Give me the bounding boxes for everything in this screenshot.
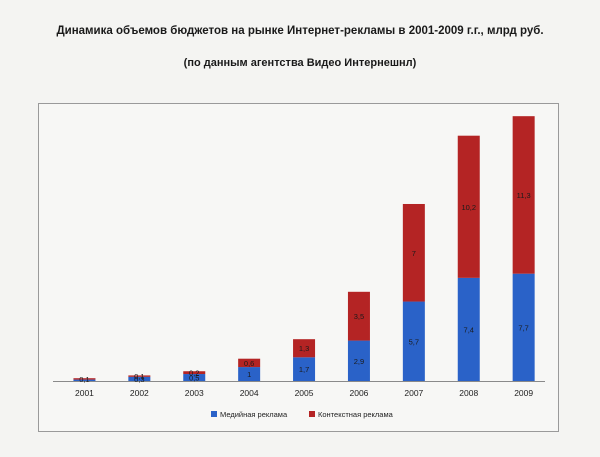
label-media-2007: 5,7 bbox=[409, 337, 419, 346]
label-media-2002: 0,3 bbox=[134, 375, 144, 384]
bar-media-2007 bbox=[402, 301, 425, 381]
x-tick-2007: 2007 bbox=[404, 388, 423, 398]
bar-context-2005 bbox=[293, 339, 316, 358]
label-context-2004: 0,6 bbox=[244, 359, 254, 368]
chart-title: Динамика объемов бюджетов на рынке Интер… bbox=[56, 25, 544, 37]
x-tick-2008: 2008 bbox=[459, 388, 478, 398]
bar-context-2003 bbox=[183, 371, 206, 375]
label-context-2002: 0,1 bbox=[134, 372, 144, 381]
legend-swatch-media bbox=[211, 411, 217, 417]
label-context-2003: 0,2 bbox=[189, 369, 199, 378]
label-context-2001: 0,1 bbox=[79, 375, 89, 384]
bar-context-2007 bbox=[402, 203, 425, 302]
label-media-2004: 1 bbox=[247, 370, 251, 379]
label-media-2008: 7,4 bbox=[464, 325, 474, 334]
x-tick-2002: 2002 bbox=[130, 388, 149, 398]
chart-area: 0,1 2001 0,3 0,1 2002 0,5 0,2 2003 1 0,6 2004 1,7 1,… bbox=[38, 103, 559, 432]
label-media-2006: 2,9 bbox=[354, 357, 364, 366]
bar-context-2001 bbox=[73, 378, 96, 380]
bar-context-2006 bbox=[347, 291, 370, 341]
label-context-2005: 1,3 bbox=[299, 344, 309, 353]
bar-context-2004 bbox=[238, 358, 261, 368]
bar-media-2001 bbox=[73, 379, 96, 381]
label-context-2008: 10,2 bbox=[461, 203, 476, 212]
legend-label-media: Медийная реклама bbox=[220, 410, 288, 419]
label-media-2009: 7,7 bbox=[518, 323, 528, 332]
bar-media-2008 bbox=[457, 277, 480, 381]
x-tick-2004: 2004 bbox=[240, 388, 259, 398]
chart-subtitle: (по данным агентства Видео Интернешнл) bbox=[183, 57, 417, 69]
label-context-2009: 11,3 bbox=[517, 191, 531, 200]
x-tick-2006: 2006 bbox=[349, 388, 368, 398]
bar-context-2009 bbox=[512, 116, 535, 274]
x-tick-2003: 2003 bbox=[185, 388, 204, 398]
stacked-bar-chart: 0,120010,30,120020,50,2200310,620041,71,… bbox=[53, 116, 545, 419]
bar-media-2002 bbox=[128, 376, 151, 381]
bar-media-2009 bbox=[512, 273, 535, 381]
bar-media-2006 bbox=[347, 340, 370, 381]
label-context-2006: 3,5 bbox=[354, 312, 364, 321]
bar-media-2005 bbox=[293, 357, 316, 381]
x-tick-2001: 2001 bbox=[75, 388, 94, 398]
legend-label-context: Контекстная реклама bbox=[318, 410, 394, 419]
bar-media-2004 bbox=[238, 367, 261, 381]
bar-context-2008 bbox=[457, 135, 480, 278]
x-tick-2009: 2009 bbox=[514, 388, 533, 398]
x-tick-2005: 2005 bbox=[295, 388, 314, 398]
legend-swatch-context bbox=[309, 411, 315, 417]
bar-context-2002 bbox=[128, 375, 151, 377]
label-media-2003: 0,5 bbox=[189, 374, 199, 383]
bar-media-2003 bbox=[183, 374, 206, 381]
label-context-2007: 7 bbox=[412, 249, 416, 258]
label-media-2005: 1,7 bbox=[299, 365, 309, 374]
